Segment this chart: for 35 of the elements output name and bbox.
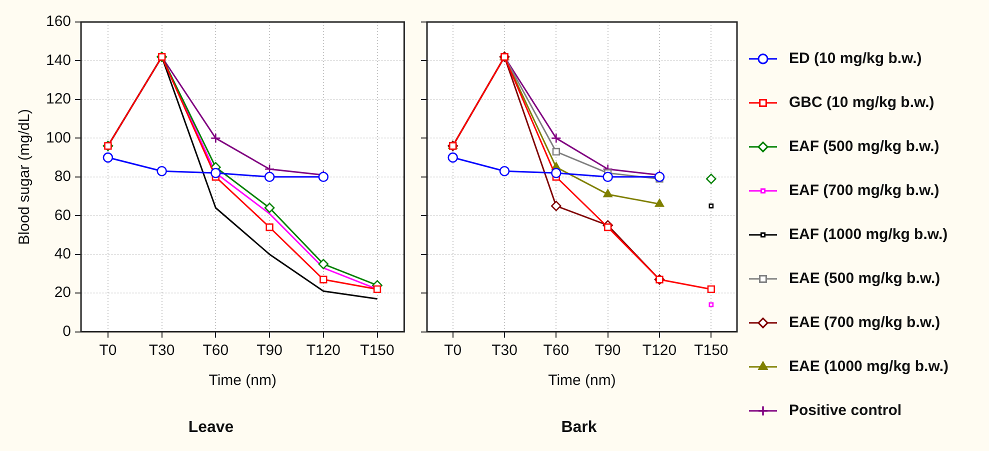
x-tick-label: T120 (642, 342, 677, 359)
x-tick-label: T150 (360, 342, 394, 359)
x-axis-title: Time (nm) (548, 372, 616, 389)
text: Leave (188, 418, 234, 436)
legend-label: ED (10 mg/kg b.w.) (789, 50, 922, 68)
x-tick-label: T60 (543, 342, 570, 359)
y-tick-label: 120 (46, 90, 72, 108)
y-axis-title: Blood sugar (mg/dL) (16, 108, 34, 245)
x-tick-label: T60 (202, 342, 229, 359)
legend-label: EAE (700 mg/kg b.w.) (789, 314, 940, 332)
text: Bark (561, 418, 597, 436)
x-axis-title: Time (nm) (208, 372, 277, 389)
legend-label: GBC (10 mg/kg b.w.) (789, 94, 934, 112)
y-tick-label: 0 (62, 322, 72, 340)
x-tick-label: T120 (306, 342, 341, 359)
legend-label: EAE (1000 mg/kg b.w.) (789, 358, 948, 376)
legend-label: EAF (1000 mg/kg b.w.) (789, 226, 948, 244)
x-tick-label: T30 (492, 342, 518, 359)
y-tick-label: 140 (46, 52, 72, 69)
y-tick-label: 20 (54, 284, 72, 302)
y-tick-label: 160 (46, 13, 72, 30)
legend-label: EAF (500 mg/kg b.w.) (789, 138, 940, 156)
y-tick-label: 80 (54, 168, 72, 186)
x-tick-label: T90 (594, 342, 621, 359)
y-tick-label: 60 (54, 206, 72, 224)
x-tick-label: T0 (99, 342, 117, 359)
legend-label: EAE (500 mg/kg b.w.) (789, 270, 940, 288)
legend-label: EAF (700 mg/kg b.w.) (789, 182, 940, 200)
x-tick-label: T0 (444, 342, 462, 359)
y-tick-label: 100 (46, 129, 72, 146)
x-tick-label: T150 (694, 342, 728, 359)
x-tick-label: T30 (148, 342, 175, 359)
x-tick-label: T90 (256, 342, 282, 359)
y-tick-label: 40 (54, 245, 72, 262)
legend-label: Positive control (789, 402, 902, 420)
